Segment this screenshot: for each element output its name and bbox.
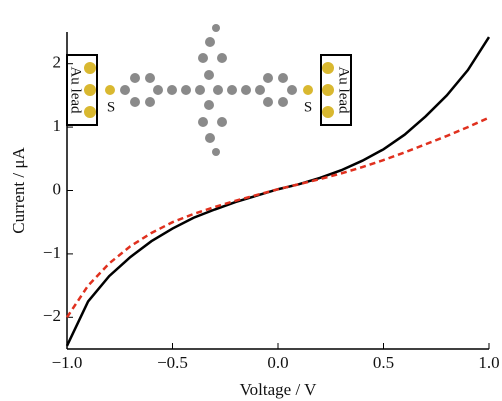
y-tick-label: −1 (43, 243, 61, 262)
data-line (67, 118, 489, 318)
annotation: S (107, 99, 115, 115)
annotation: Au lead (68, 66, 84, 114)
molecule-inset (67, 24, 351, 156)
x-tick-label: 1.0 (478, 353, 499, 372)
y-tick-label: 2 (53, 53, 62, 72)
annotation: Au lead (336, 66, 352, 114)
y-tick-label: 0 (53, 179, 62, 198)
y-tick-label: 1 (53, 116, 62, 135)
x-axis-label: Voltage / V (240, 380, 318, 399)
annotation: S (304, 99, 312, 115)
x-tick-label: −0.5 (157, 353, 188, 372)
x-tick-label: 0.0 (267, 353, 288, 372)
chart: −2 −1 0 1 2 −1.0 −0.5 0.0 0.5 1.0 Voltage / V Curre… (0, 0, 502, 401)
y-tick-label: −2 (43, 306, 61, 325)
carbon-atoms (120, 24, 297, 156)
x-tick-label: 0.5 (373, 353, 394, 372)
x-tick-label: −1.0 (52, 353, 83, 372)
data-line (67, 37, 489, 346)
y-axis-label: Current / μA (9, 147, 28, 234)
